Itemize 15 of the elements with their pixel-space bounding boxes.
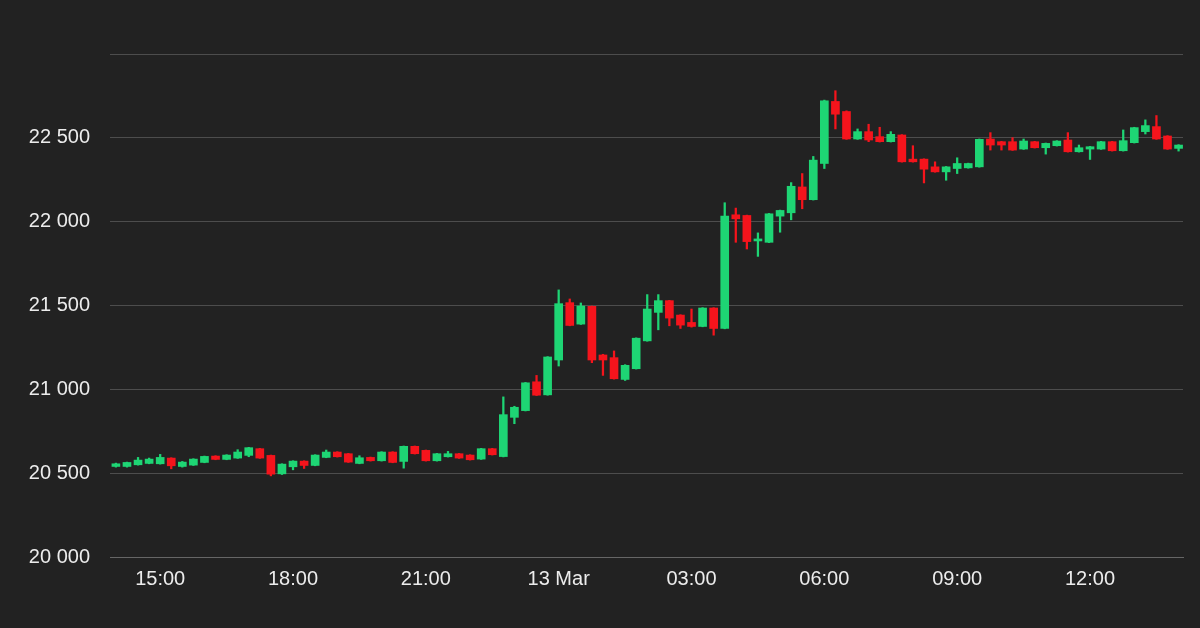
x-tick-label: 13 Mar (527, 566, 591, 589)
candlestick (687, 308, 696, 328)
y-tick-label: 20 000 (28, 544, 90, 567)
x-tick-label: 12:00 (1064, 566, 1116, 589)
x-tick-label: 09:00 (932, 566, 983, 589)
x-tick-label: 06:00 (799, 566, 850, 589)
y-tick-label: 21 000 (28, 376, 90, 399)
y-tick-label: 22 000 (28, 209, 90, 232)
x-tick-label: 15:00 (135, 566, 186, 589)
y-tick-label: 21 500 (28, 293, 90, 316)
x-tick-label: 18:00 (267, 566, 319, 589)
y-tick-label: 22 500 (28, 125, 90, 148)
x-tick-label: 21:00 (400, 566, 451, 589)
y-tick-label: 20 500 (28, 460, 90, 483)
x-tick-label: 03:00 (666, 566, 717, 589)
